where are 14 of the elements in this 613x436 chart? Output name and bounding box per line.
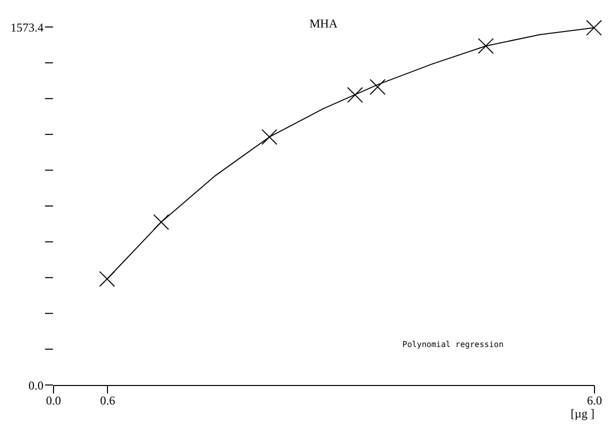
point [586,20,602,36]
y-tick-label: 1573.4 [10,20,44,34]
x-axis-title: [µg ] [570,406,595,420]
point [153,214,170,230]
point [370,79,386,95]
point [478,38,494,54]
annotation: Polynomial regression [402,340,504,349]
x-tick-label: 0.6 [100,394,116,408]
x-tick-label: 6.0 [587,394,602,408]
chart-title: MHA [309,16,338,30]
x-tick-label: 0.0 [46,394,61,408]
point [261,129,278,145]
point [99,271,116,287]
point [347,86,363,103]
